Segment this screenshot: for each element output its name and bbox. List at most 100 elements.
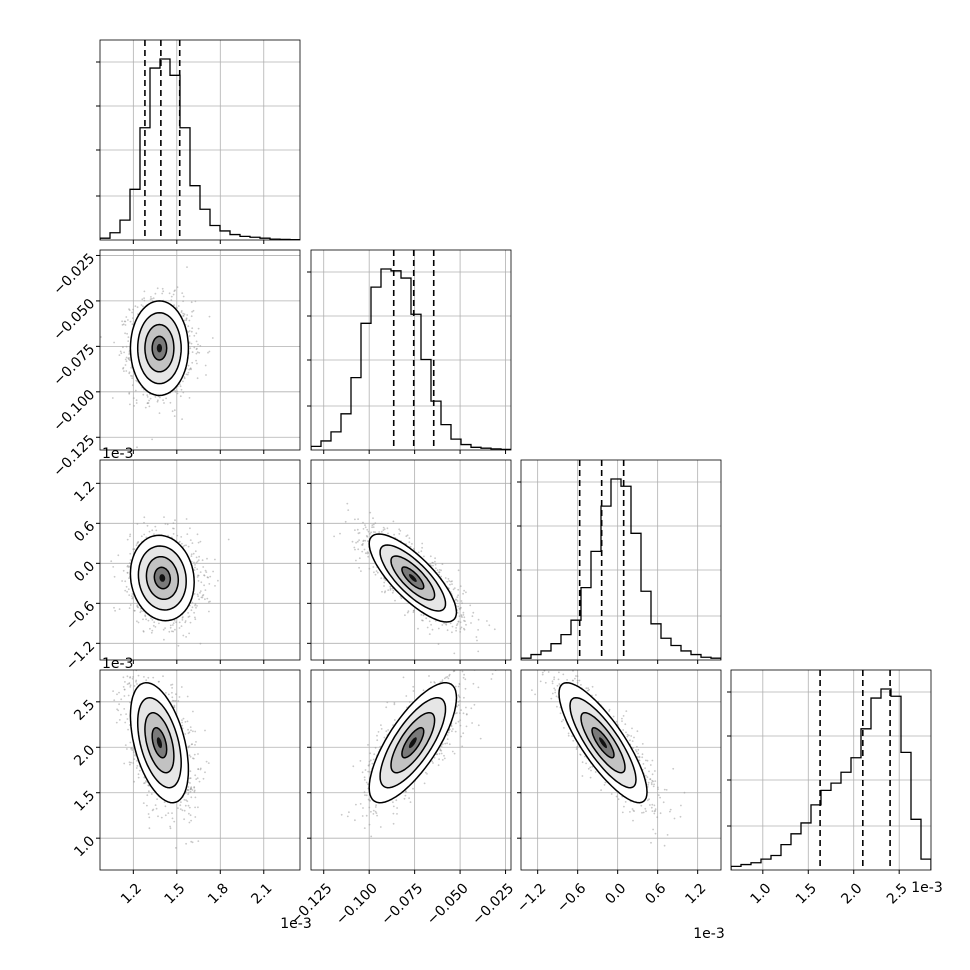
sample-point [135,402,138,404]
sample-point [191,310,194,313]
sample-point [164,627,167,629]
sample-point [148,399,151,402]
sample-point [173,527,175,530]
sample-point [198,598,201,601]
sample-point [154,292,157,295]
sample-point [198,351,201,354]
sample-point [383,585,385,587]
sample-point [436,569,439,572]
sample-point [122,569,125,572]
sample-point [456,623,459,625]
sample-point [392,589,395,592]
sample-point [457,605,460,608]
sample-point [201,596,204,599]
sample-point [113,341,115,344]
sample-point [176,392,179,395]
sample-point [180,310,183,312]
sample-point [195,340,198,343]
histogram-step-line [311,268,511,450]
sample-point [367,555,370,558]
sample-point [145,536,148,539]
panel-frame [730,669,932,871]
sample-point [116,708,118,711]
sample-point [209,575,212,578]
sample-point [460,600,463,602]
sample-point [124,721,127,724]
sample-point [438,573,440,576]
sample-point [122,367,124,370]
sample-point [457,588,460,591]
sample-point [172,624,174,626]
sample-point [169,825,172,828]
sample-point [157,399,159,402]
sample-point [189,770,192,773]
sample-point [451,625,454,628]
panel-frame [520,459,722,661]
sample-point [182,634,185,637]
sample-point [125,585,128,588]
sample-point [198,555,201,558]
sample-point [151,619,154,621]
sample-point [195,556,198,559]
sample-point [206,597,209,600]
scatter-body [110,516,230,647]
sample-point [135,679,138,682]
sample-point [174,389,176,392]
sample-point [437,627,440,630]
sample-point [126,564,129,567]
sample-point [358,566,360,569]
sample-point [182,391,185,394]
sample-point [153,533,155,536]
sample-point [358,557,361,560]
sample-point [190,315,193,318]
sample-point [156,400,159,403]
sample-point [128,392,131,395]
sample-point [445,623,447,625]
sample-point [398,533,401,535]
sample-point [196,593,199,596]
sample-point [356,540,359,543]
sample-point [408,541,411,544]
sample-point [406,534,409,537]
sample-point [434,557,436,560]
sample-point [132,308,135,311]
sample-point [208,583,211,585]
sample-point [136,760,138,762]
sample-point [163,638,165,641]
sample-point [471,615,474,618]
sample-point [115,721,118,724]
sample-point [140,535,143,538]
sample-point [139,607,142,610]
sample-point [113,606,115,609]
sample-point [199,540,202,543]
sample-point [193,611,196,614]
sample-point [175,693,177,696]
sample-point [459,621,462,624]
sample-point [158,412,161,414]
sample-point [434,563,437,566]
sample-point [197,574,200,577]
sample-point [118,354,121,356]
sample-point [176,286,179,289]
sample-point [192,309,195,312]
histogram-step-line [731,688,931,870]
sample-point [382,529,385,531]
sample-point [197,327,200,330]
sample-point [477,629,479,631]
sample-point [347,509,350,511]
sample-point [456,612,459,614]
sample-point [194,618,197,621]
sample-point [195,352,198,355]
scatter-body [100,266,214,449]
sample-point [151,529,154,532]
sample-point [486,620,488,622]
sample-point [360,570,362,572]
sample-point [453,587,456,589]
sample-point [354,518,356,521]
sample-point [146,524,149,527]
sample-point [477,618,480,621]
sample-point [367,552,370,554]
sample-point [133,685,136,687]
sample-point [117,554,120,557]
sample-point [438,569,441,571]
